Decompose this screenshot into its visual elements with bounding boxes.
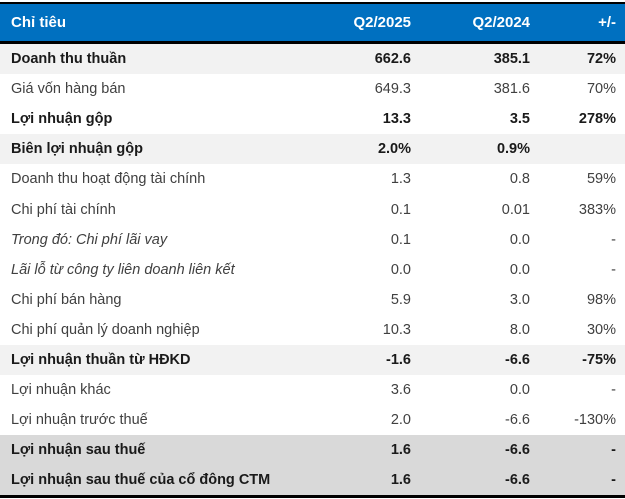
cell-change: 72% — [539, 42, 625, 75]
cell-q2-2024: -6.6 — [420, 435, 539, 466]
row-label: Lợi nhuận sau thuế của cổ đông CTM — [0, 465, 302, 497]
cell-change: 70% — [586, 81, 616, 98]
cell-q2-2025: 1.6 — [302, 465, 420, 497]
column-header-criteria: Chỉ tiêu — [0, 3, 302, 44]
table-row-cogs: Giá vốn hàng bán 649.3 381.6 70% — [0, 74, 625, 104]
table-row-net-revenue: Doanh thu thuần 662.6 385.1 72% — [0, 42, 625, 75]
cell-q2-2024: 3.5 — [509, 111, 530, 128]
cell-change — [539, 134, 625, 165]
cell-q2-2025: 13.3 — [382, 111, 411, 128]
cell-q2-2024: -6.6 — [420, 465, 539, 497]
cell-q2-2024: 0.0 — [509, 231, 530, 248]
row-label: Doanh thu thuần — [0, 42, 302, 75]
cell-q2-2025: 0.1 — [390, 231, 411, 248]
cell-q2-2025: 0.0 — [390, 261, 411, 278]
cell-q2-2025: -1.6 — [302, 344, 420, 376]
table-row-profit-before-tax: Lợi nhuận trước thuế 2.0 -6.6 -130% — [0, 405, 625, 435]
column-header-q2-2024: Q2/2024 — [420, 3, 539, 44]
column-header-q2-2025: Q2/2025 — [302, 3, 420, 44]
row-label: Chi phí quản lý doanh nghiệp — [11, 321, 200, 338]
cell-change: - — [539, 435, 625, 466]
header-row: Chỉ tiêu Q2/2025 Q2/2024 +/- — [0, 3, 625, 44]
cell-q2-2024: 0.9% — [420, 134, 539, 165]
cell-q2-2025: 10.3 — [382, 321, 411, 338]
cell-q2-2024: 385.1 — [420, 42, 539, 75]
cell-q2-2024: 0.8 — [509, 171, 530, 188]
cell-change: -130% — [574, 412, 616, 429]
table-row-jv-profit-loss: Lãi lỗ từ công ty liên doanh liên kết 0.… — [0, 255, 625, 285]
row-label: Chi phí bán hàng — [11, 291, 122, 308]
row-label: Lợi nhuận sau thuế — [0, 435, 302, 466]
table-row-gross-margin: Biên lợi nhuận gộp 2.0% 0.9% — [0, 134, 625, 165]
cell-change: - — [539, 465, 625, 497]
cell-change: 59% — [586, 171, 616, 188]
cell-q2-2025: 1.3 — [390, 171, 411, 188]
row-label: Lợi nhuận trước thuế — [11, 412, 148, 429]
cell-q2-2025: 2.0% — [302, 134, 420, 165]
cell-change: - — [611, 261, 616, 278]
cell-q2-2025: 1.6 — [302, 435, 420, 466]
cell-q2-2024: 0.0 — [509, 382, 530, 399]
cell-q2-2024: 0.0 — [509, 261, 530, 278]
row-label: Lợi nhuận khác — [11, 382, 111, 399]
cell-q2-2025: 5.9 — [390, 291, 411, 308]
cell-q2-2024: -6.6 — [420, 344, 539, 376]
cell-change: 30% — [586, 321, 616, 338]
row-label: Trong đó: Chi phí lãi vay — [11, 231, 168, 248]
table-row-operating-profit: Lợi nhuận thuần từ HĐKD -1.6 -6.6 -75% — [0, 344, 625, 376]
table-row-other-profit: Lợi nhuận khác 3.6 0.0 - — [0, 375, 625, 405]
cell-q2-2024: -6.6 — [505, 412, 530, 429]
cell-q2-2025: 662.6 — [302, 42, 420, 75]
cell-change: 98% — [586, 291, 616, 308]
cell-q2-2024: 8.0 — [509, 321, 530, 338]
row-label: Lợi nhuận thuần từ HĐKD — [0, 344, 302, 376]
row-label: Lãi lỗ từ công ty liên doanh liên kết — [11, 261, 235, 278]
row-label: Giá vốn hàng bán — [11, 81, 126, 98]
cell-change: - — [611, 231, 616, 248]
cell-change: 278% — [578, 111, 616, 128]
cell-q2-2024: 3.0 — [509, 291, 530, 308]
table-row-selling-expenses: Chi phí bán hàng 5.9 3.0 98% — [0, 285, 625, 315]
table-row-profit-after-tax: Lợi nhuận sau thuế 1.6 -6.6 - — [0, 435, 625, 466]
cell-change: 383% — [578, 201, 616, 218]
cell-q2-2024: 0.01 — [501, 201, 530, 218]
column-header-change: +/- — [539, 3, 625, 44]
cell-change: - — [611, 382, 616, 399]
table-row-financial-expenses: Chi phí tài chính 0.1 0.01 383% — [0, 194, 625, 224]
table-row-gross-profit: Lợi nhuận gộp 13.3 3.5 278% — [0, 104, 625, 134]
cell-q2-2025: 0.1 — [390, 201, 411, 218]
table-row-financial-income: Doanh thu hoạt động tài chính 1.3 0.8 59… — [0, 164, 625, 194]
cell-q2-2024: 381.6 — [493, 81, 530, 98]
cell-q2-2025: 3.6 — [390, 382, 411, 399]
row-label: Doanh thu hoạt động tài chính — [11, 171, 206, 188]
row-label: Chi phí tài chính — [11, 201, 116, 218]
table-row-profit-after-tax-ctm-shareholders: Lợi nhuận sau thuế của cổ đông CTM 1.6 -… — [0, 465, 625, 497]
cell-q2-2025: 2.0 — [390, 412, 411, 429]
cell-change: -75% — [539, 344, 625, 376]
cell-q2-2025: 649.3 — [374, 81, 411, 98]
table-row-interest-expense: Trong đó: Chi phí lãi vay 0.1 0.0 - — [0, 225, 625, 255]
table-row-admin-expenses: Chi phí quản lý doanh nghiệp 10.3 8.0 30… — [0, 315, 625, 345]
row-label: Lợi nhuận gộp — [11, 111, 113, 128]
row-label: Biên lợi nhuận gộp — [0, 134, 302, 165]
